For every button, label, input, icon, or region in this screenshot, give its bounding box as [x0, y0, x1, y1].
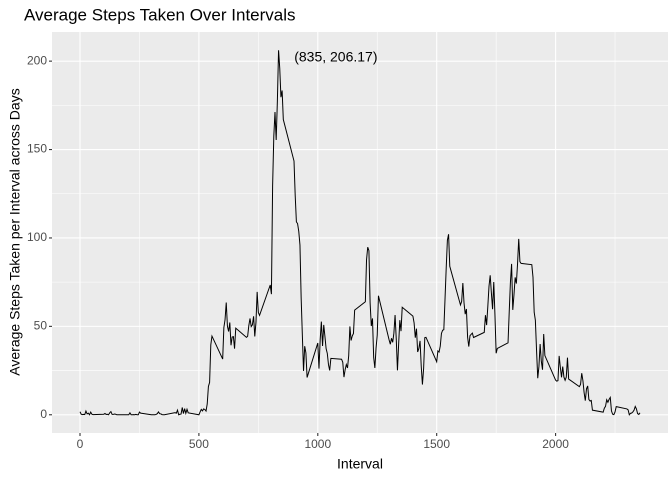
x-tick-label: 2000	[542, 437, 569, 451]
line	[79, 50, 641, 416]
x-tick-label: 1500	[423, 437, 450, 451]
annotation: (835, 206.17)	[294, 48, 377, 64]
y-tick-label: 150	[27, 142, 47, 156]
y-tick-label: 100	[27, 230, 47, 244]
y-tick-label: 50	[34, 319, 48, 333]
y-axis-title: Average Steps Taken per Interval across …	[7, 88, 23, 375]
y-tick-label: 200	[27, 53, 47, 67]
x-axis-title: Interval	[337, 456, 383, 472]
plot-panel	[52, 32, 668, 433]
x-tick-label: 500	[189, 437, 209, 451]
y-tick-label: 0	[40, 407, 47, 421]
x-tick-label: 1000	[304, 437, 331, 451]
chart-title: Average Steps Taken Over Intervals	[24, 5, 296, 24]
x-tick-label: 0	[77, 437, 84, 451]
